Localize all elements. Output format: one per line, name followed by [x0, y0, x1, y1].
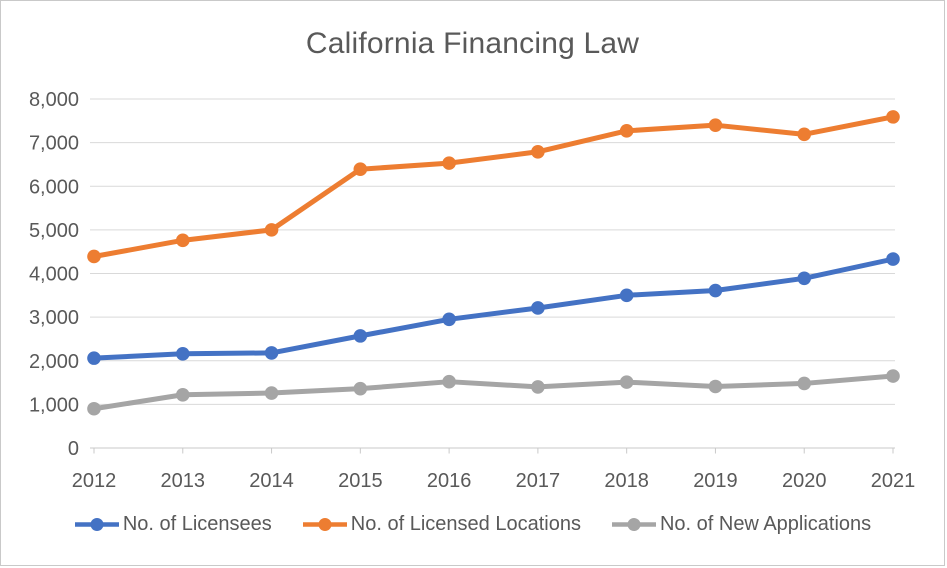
chart-title: California Financing Law	[305, 27, 640, 60]
data-point-marker	[264, 223, 279, 237]
data-point-marker	[531, 380, 545, 394]
data-point-marker	[531, 301, 545, 315]
data-point-marker	[442, 156, 456, 170]
legend-item-licensed-locations: No. of Licensed Locations	[302, 513, 581, 536]
line-dot-marker-icon	[302, 518, 347, 531]
legend-dot	[90, 518, 104, 531]
data-point-marker	[264, 386, 279, 400]
data-point-marker	[264, 346, 279, 360]
x-tick-label: 2020	[782, 470, 827, 492]
y-tick-label: 1,000	[29, 394, 79, 416]
x-tick-label: 2012	[72, 470, 117, 492]
legend-item-new-applications: No. of New Applications	[611, 513, 871, 536]
data-point-marker	[708, 283, 723, 298]
x-tick-label: 2013	[161, 470, 206, 492]
data-point-marker	[886, 252, 900, 266]
legend-label-licensees: No. of Licensees	[122, 513, 272, 535]
data-point-marker	[797, 376, 812, 391]
data-point-marker	[353, 381, 368, 396]
legend-dot	[318, 518, 332, 531]
legend-dot	[627, 518, 641, 531]
data-point-marker	[175, 233, 190, 248]
line-dot-marker-icon	[611, 518, 656, 531]
data-point-marker	[619, 288, 634, 303]
legend-label-new-applications: No. of New Applications	[659, 513, 872, 535]
data-point-marker	[886, 369, 900, 383]
y-tick-label: 7,000	[29, 133, 79, 155]
y-tick-label: 0	[68, 438, 79, 460]
series-line	[91, 256, 896, 361]
data-point-marker	[886, 110, 900, 124]
data-point-marker	[708, 118, 723, 132]
y-tick-label: 8,000	[29, 89, 79, 111]
data-point-marker	[175, 387, 190, 402]
y-tick-label: 5,000	[29, 220, 79, 242]
data-point-marker	[87, 351, 101, 365]
x-tick-label: 2018	[604, 470, 649, 492]
data-point-marker	[442, 312, 456, 327]
legend-item-licensees: No. of Licensees	[74, 513, 272, 536]
y-tick-label: 3,000	[29, 307, 79, 329]
x-tick-label: 2021	[871, 470, 916, 492]
series-line	[91, 373, 896, 412]
series-line	[91, 114, 896, 259]
data-point-marker	[797, 127, 812, 142]
data-point-marker	[619, 124, 634, 138]
y-tick-label: 4,000	[29, 264, 79, 286]
x-tick-label: 2015	[338, 470, 383, 492]
x-tick-label: 2017	[516, 470, 561, 492]
legend: No. of Licensees No. of Licensed Locatio…	[1, 513, 944, 536]
data-point-marker	[531, 144, 545, 159]
data-point-marker	[175, 346, 190, 361]
data-point-marker	[442, 374, 456, 389]
data-point-marker	[87, 401, 101, 416]
y-tick-label: 2,000	[29, 351, 79, 373]
data-point-marker	[797, 271, 812, 286]
data-point-marker	[353, 329, 368, 343]
data-point-marker	[619, 375, 634, 389]
x-tick-label: 2014	[249, 470, 294, 492]
x-tick-label: 2016	[427, 470, 472, 492]
data-point-marker	[708, 379, 723, 394]
legend-label-licensed-locations: No. of Licensed Locations	[350, 513, 581, 535]
line-dot-marker-icon	[74, 518, 119, 531]
data-point-marker	[353, 162, 368, 177]
data-point-marker	[87, 249, 101, 264]
y-tick-label: 6,000	[29, 176, 79, 198]
x-tick-label: 2019	[693, 470, 738, 492]
